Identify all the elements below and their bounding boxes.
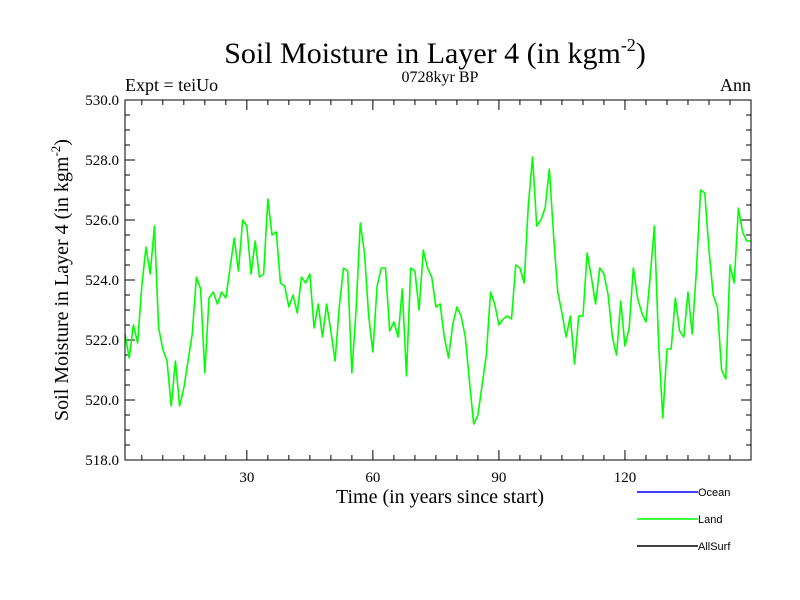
- x-tick-label: 90: [491, 470, 506, 486]
- chart-subtitle: 0728kyr BP: [402, 69, 479, 86]
- y-tick-label: 524.0: [85, 273, 119, 289]
- experiment-label: Expt = teiUo: [125, 75, 218, 95]
- y-tick-label: 530.0: [85, 93, 119, 109]
- y-tick-label: 518.0: [85, 453, 119, 469]
- y-tick-label: 520.0: [85, 393, 119, 409]
- x-axis-label: Time (in years since start): [336, 486, 544, 508]
- chart-title-text: Soil Moisture in Layer 4 (in kgm: [224, 37, 621, 70]
- y-axis-label-close: ): [51, 139, 73, 146]
- y-tick-label: 526.0: [85, 213, 119, 229]
- series-line-land: [124, 156, 751, 425]
- data-series: [124, 156, 751, 425]
- legend: Ocean Land AllSurf: [637, 487, 731, 553]
- x-tick-label: 120: [614, 470, 637, 486]
- season-label: Ann: [720, 75, 751, 95]
- chart-title: Soil Moisture in Layer 4 (in kgm-2): [224, 35, 646, 70]
- x-tick-label: 30: [239, 470, 254, 486]
- legend-label-land: Land: [698, 514, 722, 526]
- y-tick-label: 528.0: [85, 153, 119, 169]
- axis-tick-labels: 518.0 520.0 522.0 524.0 526.0 528.0 530.0 30 60 9…: [85, 93, 636, 486]
- plot-frame: [124, 99, 752, 461]
- y-axis-label-text: Soil Moisture in Layer 4 (in kgm: [51, 156, 73, 421]
- x-tick-label: 60: [365, 470, 380, 486]
- legend-label-ocean: Ocean: [698, 487, 730, 499]
- y-axis-label-superscript: -2: [48, 146, 63, 157]
- y-axis-label: Soil Moisture in Layer 4 (in kgm-2): [48, 139, 73, 421]
- chart-title-superscript: -2: [621, 35, 636, 55]
- y-tick-label: 522.0: [85, 333, 119, 349]
- chart-title-close: ): [636, 37, 646, 70]
- legend-label-allsurf: AllSurf: [698, 541, 731, 553]
